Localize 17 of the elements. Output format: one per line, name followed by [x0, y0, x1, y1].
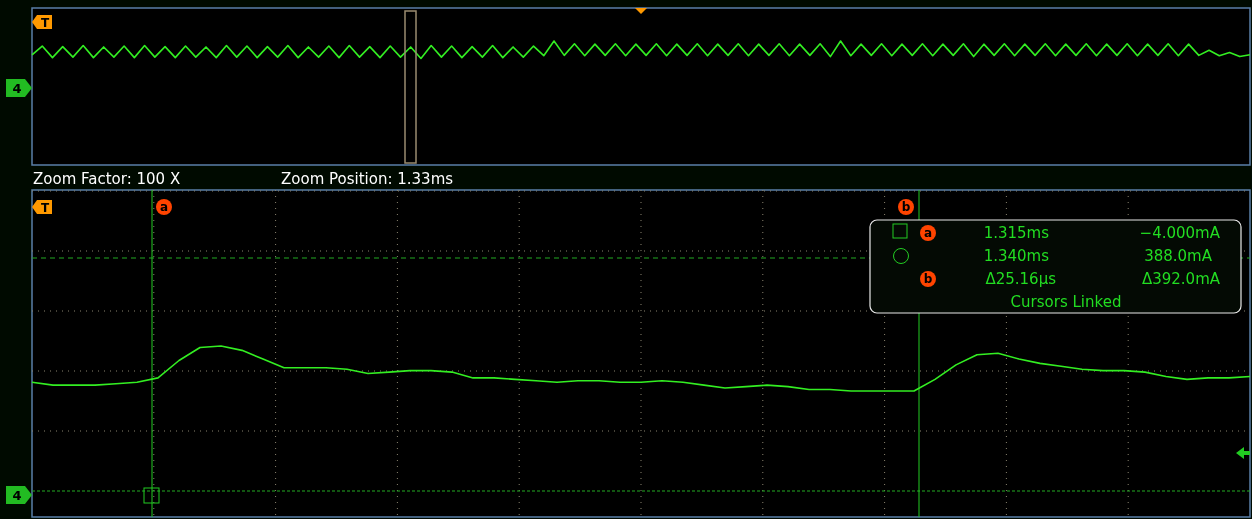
- text: 1.340ms: [983, 247, 1050, 265]
- text: Zoom Position: 1.33ms: [281, 170, 454, 188]
- text: a: [159, 200, 169, 214]
- text: Δ25.16µs: [985, 270, 1057, 288]
- text: 388.0mA: [1144, 247, 1213, 265]
- text: −4.000mA: [1139, 224, 1221, 242]
- text: T: [40, 201, 50, 215]
- text: b: [923, 272, 933, 286]
- text: 4: [12, 488, 22, 503]
- text: Cursors Linked: [1010, 293, 1122, 311]
- text: Zoom Factor: 100 X: [33, 170, 181, 188]
- text: 4: [12, 81, 22, 96]
- text: a: [923, 226, 933, 240]
- text: b: [901, 200, 911, 214]
- text: T: [40, 16, 50, 30]
- text: Δ392.0mA: [1141, 270, 1221, 288]
- text: 1.315ms: [983, 224, 1050, 242]
